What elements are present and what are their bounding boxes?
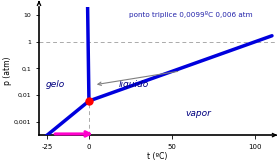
Text: gelo: gelo	[46, 80, 65, 89]
Text: vapor: vapor	[185, 109, 211, 118]
Text: liquido: liquido	[119, 80, 149, 89]
Y-axis label: p (atm): p (atm)	[3, 57, 13, 85]
Text: ponto triplice 0,0099ºC 0,006 atm: ponto triplice 0,0099ºC 0,006 atm	[129, 11, 253, 18]
X-axis label: t (ºC): t (ºC)	[147, 152, 167, 161]
